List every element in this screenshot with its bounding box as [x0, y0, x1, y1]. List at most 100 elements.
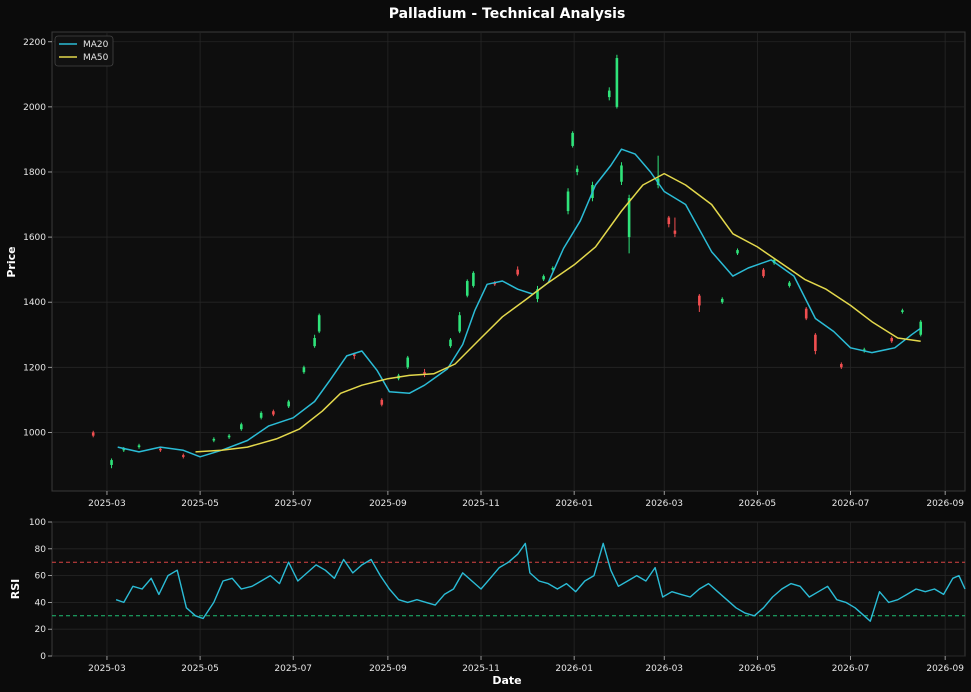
candle-body: [673, 230, 677, 234]
candle-body: [380, 399, 384, 405]
candle-body: [901, 310, 904, 312]
candle-body: [615, 58, 619, 107]
candle-body: [227, 435, 231, 438]
price-x-ticks: 2025-03 2025-05 2025-07 2025-09 2025-11 2026-…: [88, 491, 964, 509]
candle-body: [566, 191, 570, 212]
candle-body: [272, 411, 275, 415]
candle-body: [472, 272, 475, 286]
candle-body: [736, 250, 739, 254]
candle-body: [313, 338, 316, 347]
candle-body: [814, 334, 817, 352]
candle-body: [720, 298, 724, 303]
price-lines: [117, 148, 922, 458]
price-y-tick-label: 1000: [23, 428, 46, 438]
chart-title: Palladium - Technical Analysis: [389, 6, 626, 22]
rsi-y-tick-label: 40: [35, 598, 47, 608]
rsi-y-tick-label: 100: [29, 518, 46, 528]
rsi-x-tick-label: 2026-07: [832, 664, 870, 674]
price-y-tick-label: 1200: [23, 363, 46, 373]
candle-body: [516, 269, 519, 275]
price-x-tick-label: 2026-07: [832, 499, 870, 509]
series-line-rsi: [115, 542, 966, 622]
candle-body: [423, 372, 426, 374]
date-axis-label: Date: [492, 674, 521, 687]
candle-body: [536, 289, 539, 299]
price-x-tick-label: 2026-01: [555, 499, 593, 509]
candle-body: [122, 448, 126, 451]
price-y-tick-label: 1600: [23, 233, 46, 243]
candle-body: [406, 357, 410, 368]
candle-body: [762, 269, 765, 277]
price-y-tick-label: 1800: [23, 168, 46, 178]
price-axis-label: Price: [5, 246, 18, 277]
rsi-grid: [52, 521, 965, 657]
legend-label-ma20: MA20: [83, 40, 109, 50]
price-y-tick-label: 1400: [23, 298, 46, 308]
price-y-ticks: 1000 1200 1400 1600 1800 2000 2200: [23, 38, 52, 438]
rsi-axis-label: RSI: [9, 579, 22, 600]
rsi-y-tick-label: 0: [40, 652, 46, 662]
candle-body: [571, 132, 574, 146]
legend: MA20 MA50: [54, 35, 114, 67]
candle-body: [317, 315, 321, 332]
candle-body: [620, 165, 623, 182]
candle-body: [465, 281, 469, 296]
candle-body: [449, 339, 452, 347]
rsi-y-ticks: 0 20 40 60 80 100: [29, 518, 52, 662]
rsi-x-tick-label: 2025-05: [181, 664, 219, 674]
candle-body: [212, 438, 216, 441]
price-x-tick-label: 2026-09: [926, 499, 964, 509]
rsi-x-ticks: 2025-03 2025-05 2025-07 2025-09 2025-11 2026-…: [88, 656, 964, 674]
candle-body: [551, 268, 555, 270]
candle-body: [240, 424, 243, 430]
candle-body: [137, 445, 141, 448]
series-line-ma20: [117, 148, 922, 458]
price-x-tick-label: 2026-03: [645, 499, 683, 509]
candle-body: [667, 217, 671, 225]
candle-body: [110, 460, 113, 465]
candle-body: [698, 295, 701, 306]
series-line-ma50: [195, 172, 921, 453]
price-x-tick-label: 2025-03: [88, 499, 126, 509]
price-plot-area: [51, 31, 966, 492]
candle-body: [575, 168, 579, 172]
candle-body: [788, 282, 791, 286]
rsi-x-tick-label: 2026-03: [645, 664, 683, 674]
candle-body: [259, 412, 263, 418]
rsi-y-tick-label: 80: [35, 545, 47, 555]
candle-body: [890, 338, 894, 342]
price-y-tick-label: 2000: [23, 103, 46, 113]
candle-body: [607, 90, 611, 98]
rsi-x-tick-label: 2025-07: [274, 664, 312, 674]
rsi-lines: [115, 542, 966, 622]
rsi-x-tick-label: 2026-05: [739, 664, 777, 674]
candle-body: [287, 401, 290, 407]
rsi-y-tick-label: 60: [35, 572, 47, 582]
price-x-tick-label: 2025-11: [462, 499, 500, 509]
price-grid: [52, 32, 965, 491]
candle-body: [159, 448, 162, 451]
candle-body: [91, 432, 95, 436]
candle-body: [182, 455, 185, 457]
price-y-tick-label: 2200: [23, 38, 46, 48]
price-x-tick-label: 2025-09: [369, 499, 407, 509]
candle-body: [542, 276, 545, 280]
price-x-tick-label: 2025-05: [181, 499, 219, 509]
candle-body: [458, 315, 461, 332]
rsi-x-tick-label: 2026-09: [926, 664, 964, 674]
price-x-tick-label: 2025-07: [274, 499, 312, 509]
candle-body: [804, 308, 808, 319]
rsi-x-tick-label: 2025-09: [369, 664, 407, 674]
candle-body: [352, 354, 356, 356]
candle-body: [493, 282, 497, 285]
candle-body: [627, 198, 631, 238]
rsi-y-tick-label: 20: [35, 625, 47, 635]
candle-body: [840, 364, 843, 368]
rsi-plot-area: [51, 521, 966, 657]
candle-body: [302, 367, 306, 373]
price-x-tick-label: 2026-05: [739, 499, 777, 509]
legend-label-ma50: MA50: [83, 53, 109, 63]
